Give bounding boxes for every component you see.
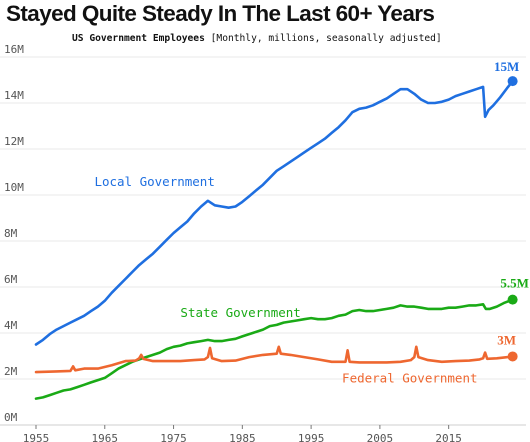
series-line-state-government <box>34 298 514 400</box>
x-tick-label: 2015 <box>435 432 462 442</box>
end-label-state-government: 5.5M <box>500 276 529 291</box>
series-label-federal-government: Federal Government <box>342 370 477 385</box>
x-tick-label: 1975 <box>160 432 187 442</box>
y-tick-label: 2M <box>4 365 18 378</box>
x-tick-label: 1995 <box>298 432 325 442</box>
series-line-federal-government <box>34 345 514 374</box>
chart-subtitle-note: [Monthly, millions, seasonally adjusted] <box>210 33 442 44</box>
y-tick-label: 4M <box>4 319 18 332</box>
end-label-federal-government: 3M <box>497 332 516 347</box>
series-label-local-government: Local Government <box>94 174 214 189</box>
series-line-local-government <box>34 79 514 346</box>
chart-subtitle: US Government Employees [Monthly, millio… <box>72 33 442 44</box>
chart-subtitle-main: US Government Employees <box>72 33 205 44</box>
y-tick-label: 0M <box>4 411 18 424</box>
y-tick-label: 8M <box>4 227 18 240</box>
end-label-local-government: 15M <box>494 59 519 74</box>
chart-title: Stayed Quite Steady In The Last 60+ Year… <box>6 1 435 26</box>
x-tick-label: 1955 <box>23 432 50 442</box>
x-tick-label: 1965 <box>92 432 119 442</box>
end-marker-federal-government <box>507 351 518 362</box>
y-tick-label: 16M <box>4 43 24 56</box>
end-marker-state-government <box>507 294 518 305</box>
y-tick-label: 10M <box>4 181 24 194</box>
x-tick-label: 2005 <box>367 432 394 442</box>
x-tick-label: 1985 <box>229 432 256 442</box>
end-marker-local-government <box>507 76 518 87</box>
y-tick-label: 6M <box>4 273 18 286</box>
y-tick-label: 14M <box>4 89 24 102</box>
series-label-state-government: State Government <box>180 305 300 320</box>
y-tick-label: 12M <box>4 135 24 148</box>
